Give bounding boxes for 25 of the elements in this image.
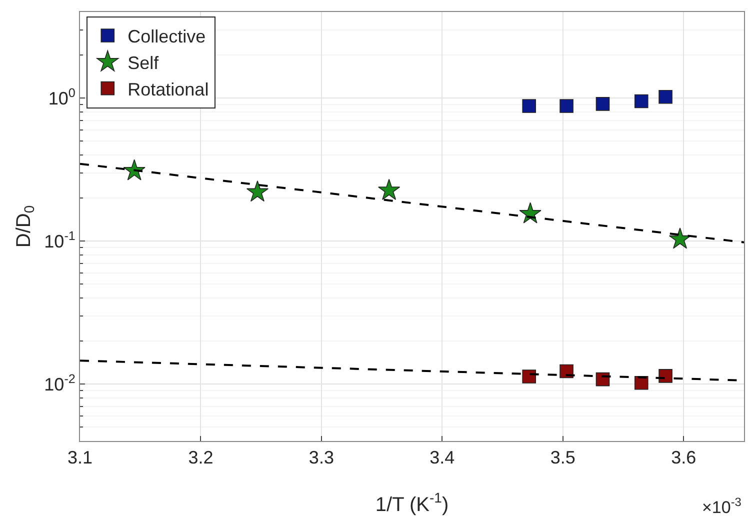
point (668, 228, 692, 249)
x-tick-label: 3.6 (671, 448, 696, 468)
x-tick-label: 3.1 (67, 448, 93, 468)
point (522, 370, 536, 384)
x-tick-label: 3.3 (308, 448, 334, 468)
x-tick-label: 3.4 (430, 448, 455, 468)
y-tick-label: 10$^{0}$ (48, 86, 76, 108)
point (658, 90, 672, 104)
y-tick-label: 10$^{-2}$ (44, 372, 76, 394)
point (634, 94, 648, 108)
x-tick-label: 3.5 (550, 448, 576, 468)
point (522, 99, 536, 113)
legend-label: Rotational (128, 79, 209, 100)
point (560, 99, 574, 113)
x-axis-title: 1/T (K$^{-1}$) (375, 490, 449, 516)
point (560, 364, 574, 378)
point (378, 178, 400, 200)
point (246, 180, 269, 202)
point (658, 369, 672, 383)
point (596, 97, 610, 111)
legend-label: Self (128, 52, 160, 73)
y-tick-label: 10$^{-1}$ (44, 228, 76, 252)
legend-label: Collective (128, 26, 206, 47)
text: ×10$^{-3}$ (702, 495, 742, 518)
x-tick-label: 3.2 (188, 448, 214, 468)
